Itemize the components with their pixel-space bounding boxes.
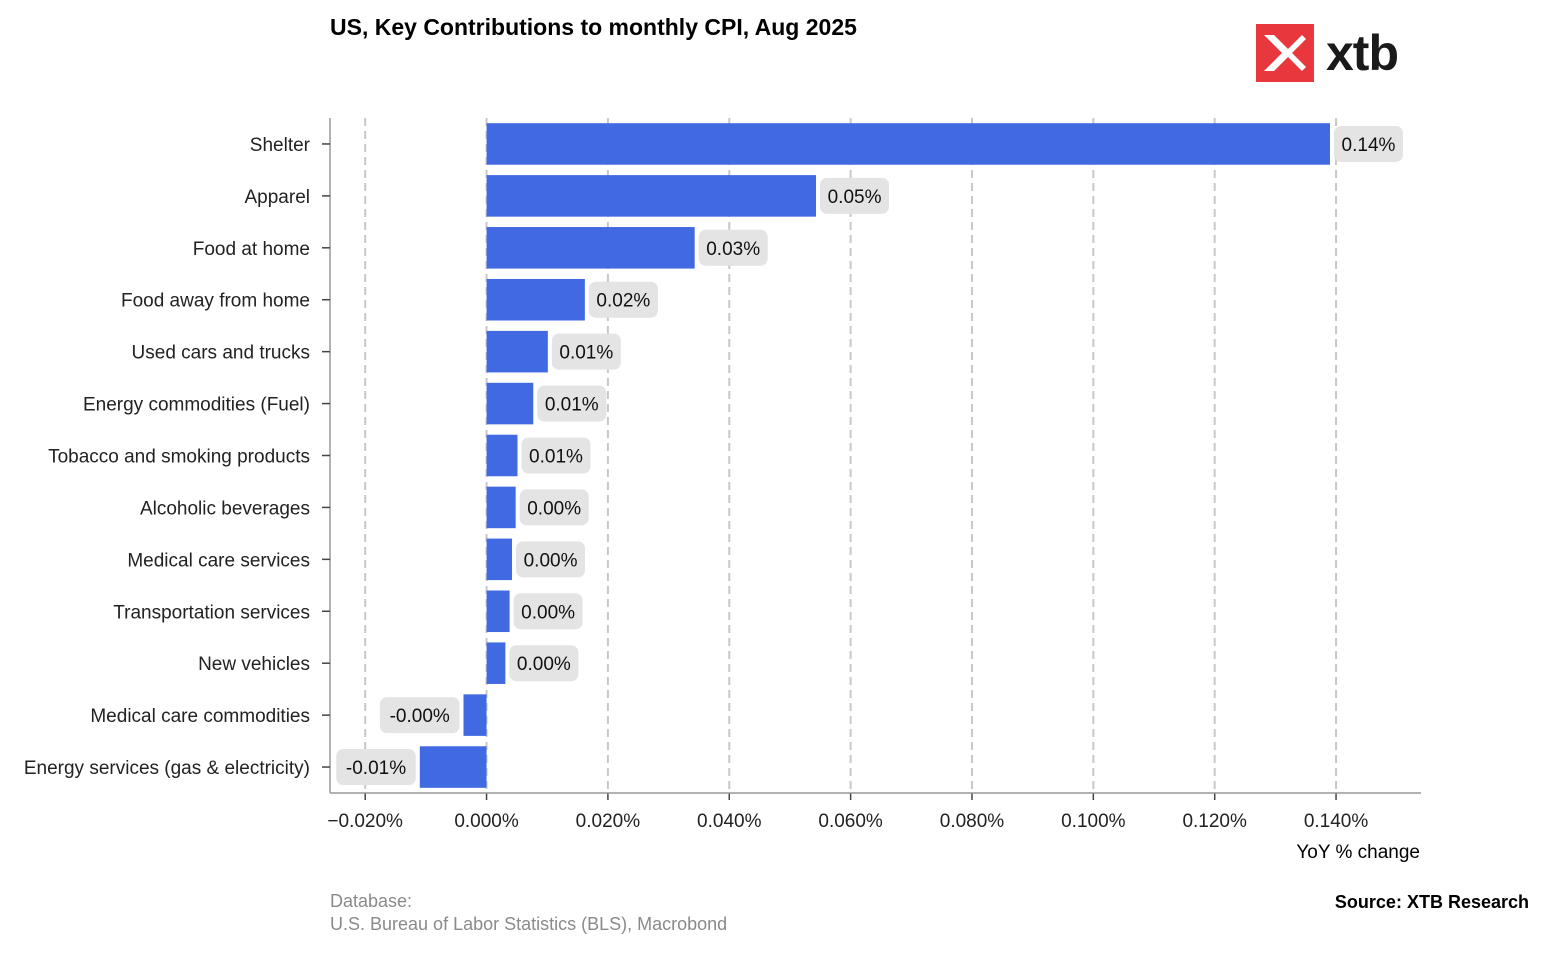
data-label-text: 0.01% xyxy=(529,447,583,468)
category-label: Used cars and trucks xyxy=(132,343,310,364)
data-labels: 0.14% 0.05% 0.03% 0.02% 0.01% 0.01% 0.01% 0.00%… xyxy=(336,125,1403,786)
bar xyxy=(486,486,516,529)
database-note: Database: U.S. Bureau of Labor Statistic… xyxy=(330,890,727,936)
bars xyxy=(419,123,1330,788)
bar xyxy=(486,123,1330,165)
data-label-bg xyxy=(521,437,591,474)
x-tick-label: 0.120% xyxy=(1182,811,1247,832)
data-label-text: -0.01% xyxy=(346,758,406,779)
database-sources: U.S. Bureau of Labor Statistics (BLS), M… xyxy=(330,914,728,934)
chart-title: US, Key Contributions to monthly CPI, Au… xyxy=(330,14,857,40)
data-label: -0.01% xyxy=(336,749,416,786)
data-label: 0.01% xyxy=(537,385,607,422)
data-label: 0.00% xyxy=(509,645,579,682)
data-label-text: 0.00% xyxy=(527,498,581,519)
data-label-bg xyxy=(588,281,658,318)
data-label: -0.00% xyxy=(379,697,460,734)
data-label-text: 0.01% xyxy=(545,395,599,416)
data-label-bg xyxy=(1333,125,1403,162)
bar xyxy=(486,642,506,684)
data-label-text: 0.00% xyxy=(517,654,571,675)
data-label: 0.01% xyxy=(521,437,591,474)
category-label: Food away from home xyxy=(121,291,310,312)
category-label: Transportation services xyxy=(113,602,310,623)
data-label: 0.00% xyxy=(516,541,586,578)
x-tick-label: 0.080% xyxy=(940,811,1005,832)
data-label-bg xyxy=(516,541,586,578)
data-label-text: 0.00% xyxy=(524,550,578,571)
xtb-logo: xtb xyxy=(1256,24,1399,82)
category-label: Shelter xyxy=(250,135,311,156)
data-label: 0.05% xyxy=(820,177,890,214)
logo-text: xtb xyxy=(1326,25,1399,81)
category-label: Alcoholic beverages xyxy=(140,498,310,519)
x-tick-label: 0.020% xyxy=(576,811,641,832)
data-label-bg xyxy=(551,333,621,370)
bar xyxy=(486,227,695,269)
bar xyxy=(463,694,487,736)
category-label: Food at home xyxy=(193,239,310,260)
data-label-bg xyxy=(519,489,589,526)
bar xyxy=(486,590,510,633)
data-label-text: 0.05% xyxy=(828,187,882,208)
x-tick-label: 0.060% xyxy=(818,811,883,832)
axes: −0.020% 0.000% 0.020% 0.040% 0.060% 0.080% 0.1… xyxy=(24,118,1421,832)
data-label-bg xyxy=(513,593,583,630)
category-label: Medical care commodities xyxy=(90,706,310,727)
category-label: Tobacco and smoking products xyxy=(48,447,310,468)
bar xyxy=(486,278,585,321)
data-label: 0.00% xyxy=(519,489,589,526)
data-label: 0.01% xyxy=(551,333,621,370)
data-label-bg xyxy=(820,177,890,214)
database-label: Database: xyxy=(330,891,413,911)
data-label-text: -0.00% xyxy=(390,706,450,727)
data-label-text: 0.02% xyxy=(596,291,650,312)
data-label: 0.02% xyxy=(588,281,658,318)
data-label-text: 0.01% xyxy=(559,343,613,364)
x-tick-label: 0.100% xyxy=(1061,811,1126,832)
x-tick-label: 0.140% xyxy=(1304,811,1369,832)
x-tick-label: 0.040% xyxy=(697,811,762,832)
data-label-bg xyxy=(537,385,607,422)
xtb-x-icon xyxy=(1256,24,1314,82)
data-label-bg xyxy=(379,697,460,734)
bar xyxy=(486,330,548,373)
data-label: 0.00% xyxy=(513,593,583,630)
data-label-text: 0.03% xyxy=(706,239,760,260)
data-label-text: 0.14% xyxy=(1342,135,1396,156)
bar xyxy=(486,382,534,425)
bar xyxy=(486,175,817,217)
category-label: Medical care services xyxy=(127,550,310,571)
data-label: 0.14% xyxy=(1333,125,1403,162)
data-label-bg xyxy=(509,645,579,682)
category-label: Apparel xyxy=(245,187,311,208)
data-label-bg xyxy=(336,749,416,786)
category-label: Energy commodities (Fuel) xyxy=(83,395,310,416)
bar xyxy=(419,746,487,788)
data-label: 0.03% xyxy=(698,229,768,266)
data-label-bg xyxy=(698,229,768,266)
x-tick-label: −0.020% xyxy=(327,811,403,832)
x-tick-label: 0.000% xyxy=(454,811,519,832)
bar xyxy=(486,434,518,477)
x-axis-label: YoY % change xyxy=(1296,842,1420,863)
category-label: Energy services (gas & electricity) xyxy=(24,758,310,779)
source-note: Source: XTB Research xyxy=(1334,892,1529,912)
category-label: New vehicles xyxy=(198,654,310,675)
data-label-text: 0.00% xyxy=(521,602,575,623)
bar xyxy=(486,538,513,581)
